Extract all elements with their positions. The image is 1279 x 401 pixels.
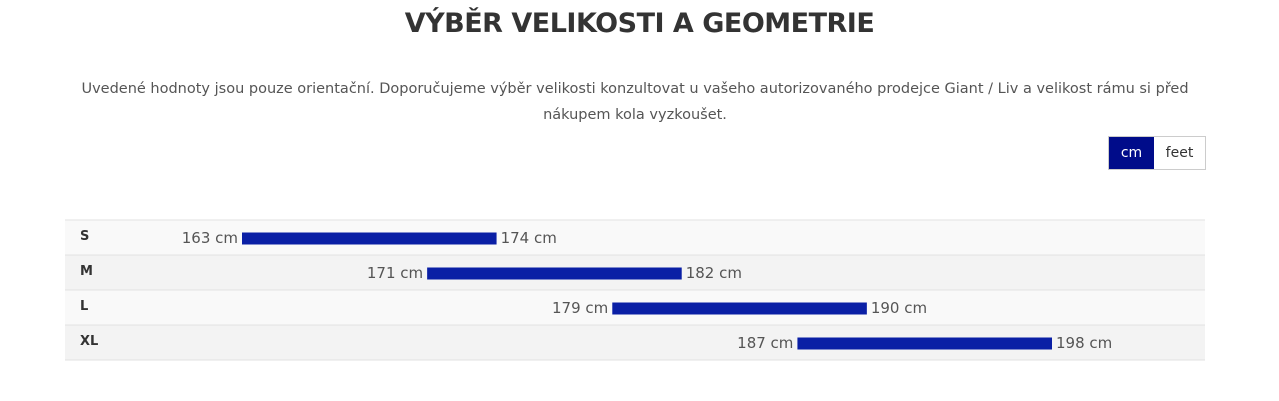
range-high-label: 174 cm: [501, 229, 557, 247]
description: Uvedené hodnoty jsou pouze orientační. D…: [81, 81, 1189, 123]
size-label: L: [80, 299, 88, 314]
range-low-label: 187 cm: [737, 334, 793, 352]
range-low-label: 171 cm: [367, 264, 423, 282]
range-bar: [427, 267, 682, 280]
range-bar: [612, 302, 867, 315]
unit-button[interactable]: feet: [1154, 137, 1205, 169]
page-title: VÝBĚR VELIKOSTI A GEOMETRIE: [404, 8, 875, 39]
range-low-label: 179 cm: [552, 299, 608, 317]
unit-toggle: cm feet: [1108, 136, 1206, 170]
range-bar: [797, 337, 1052, 350]
size-label: S: [80, 229, 89, 244]
range-high-label: 198 cm: [1056, 334, 1112, 352]
range-high-label: 182 cm: [686, 264, 742, 282]
size-label: M: [80, 264, 93, 279]
size-label: XL: [80, 334, 98, 349]
range-bar: [242, 232, 497, 245]
unit-button[interactable]: cm: [1109, 137, 1154, 169]
range-low-label: 163 cm: [182, 229, 238, 247]
range-high-label: 190 cm: [871, 299, 927, 317]
